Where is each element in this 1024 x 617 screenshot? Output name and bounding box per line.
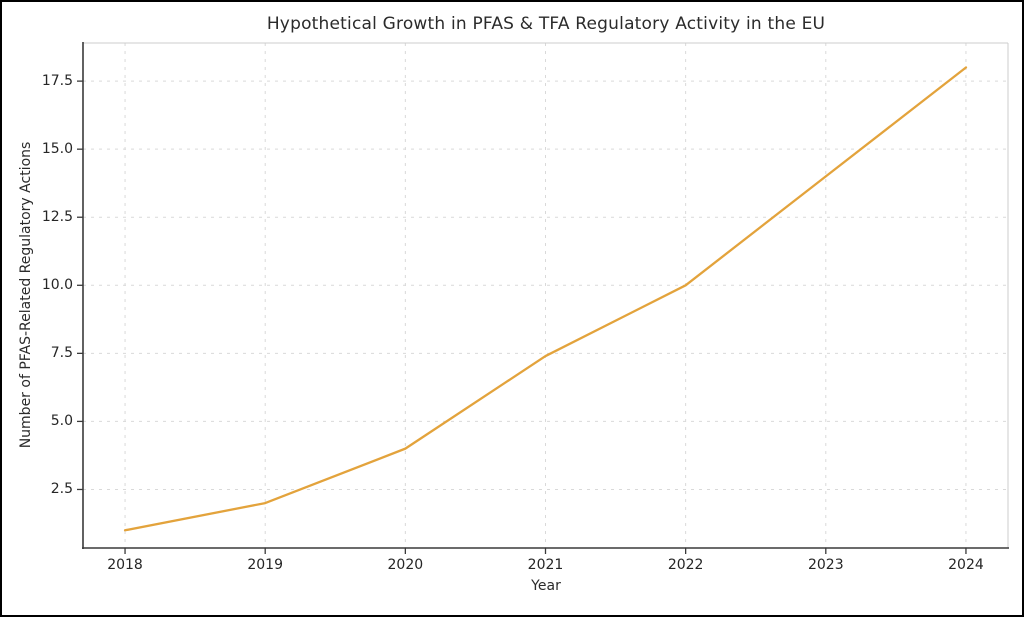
- x-tick-label: 2022: [667, 557, 704, 573]
- y-tick-label: 5.0: [50, 413, 73, 430]
- y-tick-label: 17.5: [41, 73, 73, 90]
- x-tick-label: 2018: [107, 557, 143, 573]
- data-line: [123, 66, 968, 532]
- x-tick-label: 2020: [387, 557, 424, 573]
- chart-title: Hypothetical Growth in PFAS & TFA Regula…: [266, 14, 826, 34]
- tick-marks: [77, 80, 967, 554]
- y-tick-label: 7.5: [50, 345, 73, 362]
- y-tick-label: 15.0: [41, 141, 73, 158]
- y-tick-label: 12.5: [41, 209, 73, 226]
- grid-lines: [83, 43, 1008, 548]
- x-tick-label: 2019: [247, 557, 284, 573]
- axis-spines: [82, 42, 1009, 549]
- y-tick-label: 10.0: [41, 277, 73, 294]
- x-axis-label: Year: [531, 578, 561, 594]
- y-tick-label: 2.5: [50, 481, 73, 498]
- x-tick-label: 2021: [527, 557, 564, 573]
- series-line: [123, 66, 968, 532]
- x-tick-label: 2024: [948, 557, 984, 573]
- x-tick-label: 2023: [807, 557, 844, 573]
